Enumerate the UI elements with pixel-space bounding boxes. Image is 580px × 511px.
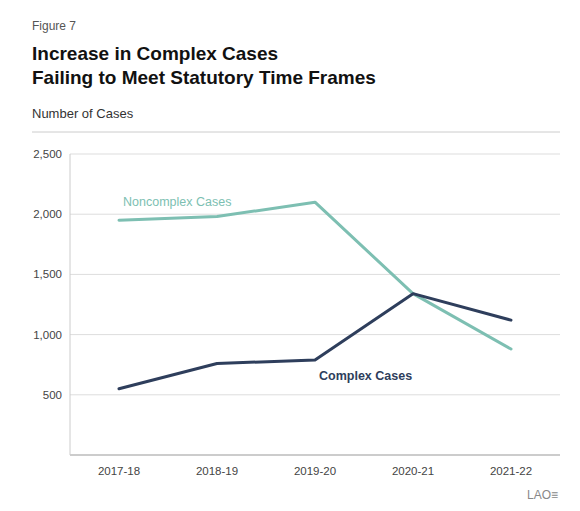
title: Increase in Complex Cases Failing to Meet… xyxy=(32,43,376,88)
x-tick-label: 2020-21 xyxy=(392,465,434,477)
x-tick-label: 2018-19 xyxy=(196,465,238,477)
y-tick-label: 1,500 xyxy=(33,268,62,280)
series-label: Complex Cases xyxy=(319,369,412,383)
x-tick-label: 2021-22 xyxy=(490,465,532,477)
y-axis-line xyxy=(70,154,71,455)
x-axis-line xyxy=(70,455,560,456)
grid-line xyxy=(70,154,560,155)
series-line xyxy=(119,202,511,349)
grid-line xyxy=(70,214,560,215)
x-tick-label: 2019-20 xyxy=(294,465,336,477)
background xyxy=(0,0,580,511)
chart: Figure 7 Increase in Complex Cases Failing… xyxy=(0,0,580,511)
y-tick-label: 500 xyxy=(43,389,62,401)
figure-label: Figure 7 xyxy=(32,19,76,33)
logo: LAO≡ xyxy=(527,488,558,502)
plot-area xyxy=(119,202,511,389)
separator xyxy=(32,132,560,133)
x-tick-label: 2017-18 xyxy=(98,465,140,477)
y-tick-label: 2,000 xyxy=(33,208,62,220)
title-line: Failing to Meet Statutory Time Frames xyxy=(32,67,376,88)
series-line xyxy=(119,294,511,389)
grid-line xyxy=(70,394,560,395)
title-line: Increase in Complex Cases xyxy=(32,43,278,64)
grid-line xyxy=(70,274,560,275)
y-tick-label: 2,500 xyxy=(33,148,62,160)
series-label: Noncomplex Cases xyxy=(123,195,231,209)
y-tick-label: 1,000 xyxy=(33,329,62,341)
subtitle: Number of Cases xyxy=(32,106,134,121)
